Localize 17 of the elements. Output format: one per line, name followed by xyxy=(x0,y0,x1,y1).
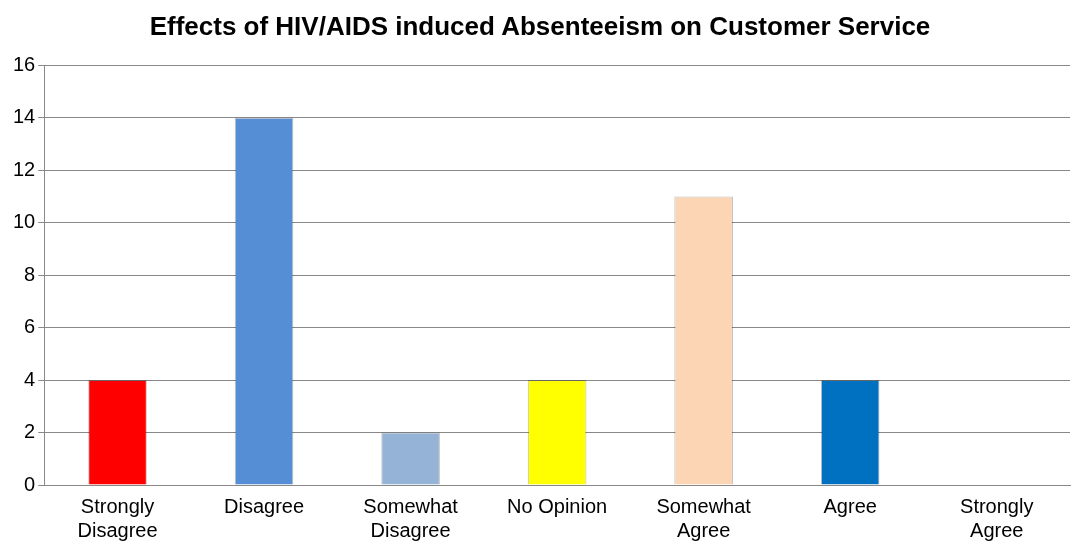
x-tick-label: Somewhat Disagree xyxy=(363,494,459,541)
y-tick-label: 2 xyxy=(24,420,36,443)
y-tick-label: 10 xyxy=(13,210,36,233)
y-tick-label: 4 xyxy=(24,367,36,390)
y-tick-label: 8 xyxy=(24,262,36,285)
x-tick-label: No Opinion xyxy=(507,494,608,517)
x-tick-label: Disagree xyxy=(224,494,305,517)
y-tick-label: 6 xyxy=(24,315,36,338)
x-tick-label: Somewhat Agree xyxy=(656,494,752,541)
y-tick-label: 12 xyxy=(13,157,36,180)
y-tick-label: 0 xyxy=(24,472,36,495)
y-tick-label: 16 xyxy=(13,52,36,75)
x-tick-label: Agree xyxy=(823,494,877,517)
y-tick-label: 14 xyxy=(13,105,36,128)
chart-title: Effects of HIV/AIDS induced Absenteeism on Customer Service xyxy=(149,10,931,41)
x-tick-label: Strongly Disagree xyxy=(77,494,158,541)
x-tick-label: Strongly Agree xyxy=(960,494,1034,541)
